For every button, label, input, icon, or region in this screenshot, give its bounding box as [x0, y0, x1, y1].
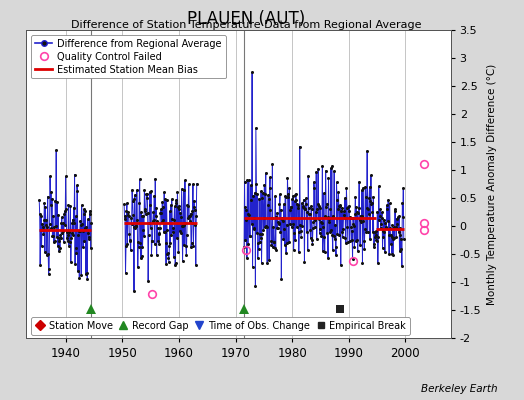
Text: PLAUEN (AUT): PLAUEN (AUT): [187, 10, 305, 28]
Y-axis label: Monthly Temperature Anomaly Difference (°C): Monthly Temperature Anomaly Difference (…: [487, 63, 497, 305]
Text: Difference of Station Temperature Data from Regional Average: Difference of Station Temperature Data f…: [71, 20, 421, 30]
Text: Berkeley Earth: Berkeley Earth: [421, 384, 498, 394]
Legend: Station Move, Record Gap, Time of Obs. Change, Empirical Break: Station Move, Record Gap, Time of Obs. C…: [31, 317, 410, 335]
